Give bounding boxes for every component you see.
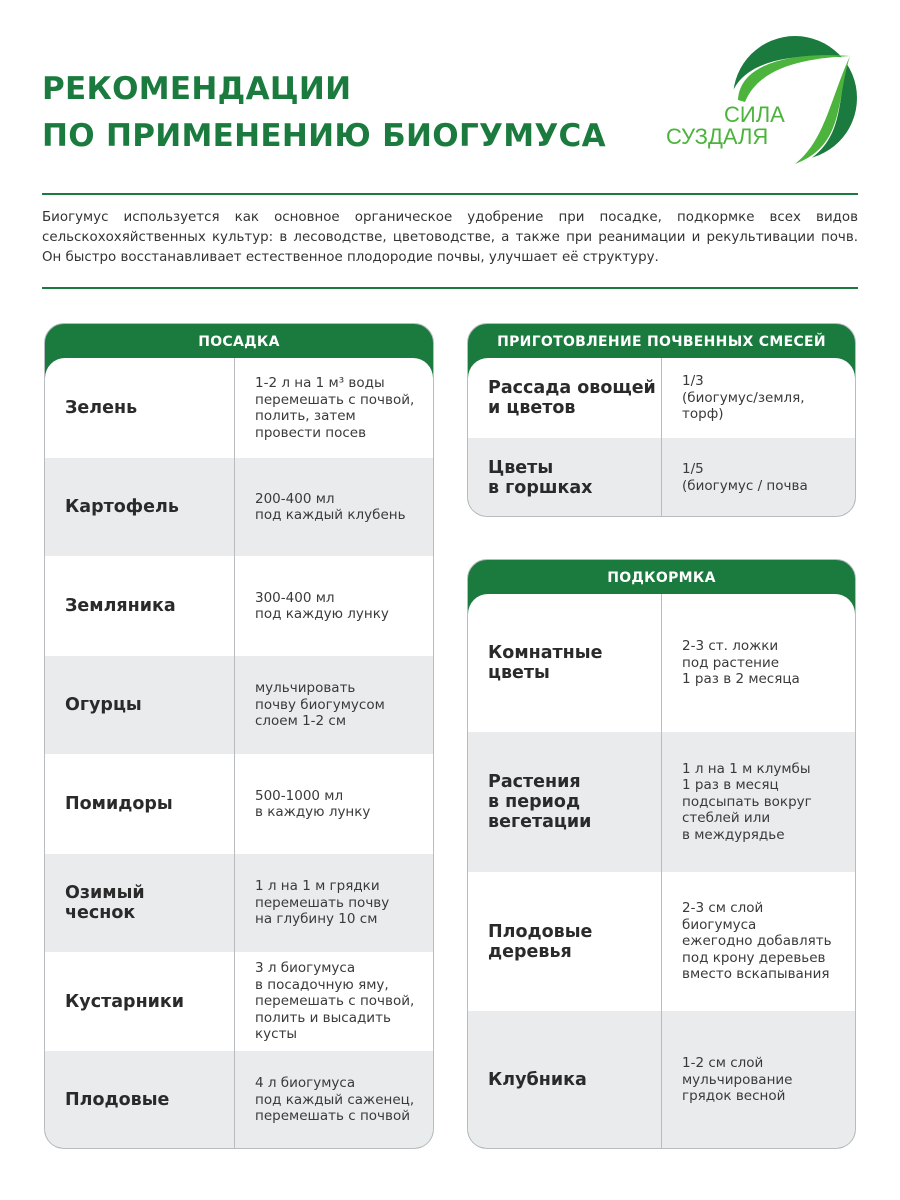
- planting-card-title: ПОСАДКА: [198, 334, 280, 350]
- crop-name: Цветы в горшках: [488, 457, 593, 498]
- title-line-1: РЕКОМЕНДАЦИИ: [42, 71, 352, 107]
- planting-table: Зелень 1-2 л на 1 м³ воды перемешать с по…: [45, 358, 433, 1148]
- svg-text:СУЗДАЛЯ: СУЗДАЛЯ: [666, 124, 768, 149]
- table-row: Растения в период вегетации 1 л на 1 м кл…: [468, 732, 855, 872]
- table-row: Земляника 300-400 мл под каждую лунку: [45, 556, 433, 656]
- crop-name: Озимый чеснок: [65, 883, 145, 923]
- crop-name: Картофель: [65, 497, 179, 517]
- table-row: Клубника 1-2 см слой мульчирование грядок…: [468, 1011, 855, 1148]
- crop-name: Рассада овощей и цветов: [488, 378, 656, 418]
- application-rate: 2-3 см слой биогумуса ежегодно добавлять…: [661, 872, 855, 1011]
- crop-name: Плодовые деревья: [488, 921, 593, 962]
- application-rate: 1/3 (биогумус/земля, торф): [661, 358, 855, 438]
- application-rate: 1-2 л на 1 м³ воды перемешать с почвой, …: [234, 358, 433, 458]
- application-rate: 300-400 мл под каждую лунку: [234, 556, 433, 656]
- divider-top: [42, 193, 858, 195]
- svg-text:СИЛА: СИЛА: [724, 102, 785, 127]
- table-row: Озимый чеснок 1 л на 1 м грядки перемешат…: [45, 854, 433, 952]
- intro-text: Биогумус используется как основное орган…: [42, 210, 858, 265]
- table-row: Плодовые деревья 2-3 см слой биогумуса еж…: [468, 872, 855, 1011]
- page-title: РЕКОМЕНДАЦИИ ПО ПРИМЕНЕНИЮ БИОГУМУСА: [42, 66, 606, 160]
- table-row: Комнатные цветы 2-3 ст. ложки под растени…: [468, 594, 855, 732]
- crop-name: Зелень: [65, 398, 138, 418]
- table-row: Помидоры 500-1000 мл в каждую лунку: [45, 754, 433, 854]
- table-row: Цветы в горшках 1/5 (биогумус / почва: [468, 438, 855, 516]
- application-rate: 500-1000 мл в каждую лунку: [234, 754, 433, 854]
- application-rate: 200-400 мл под каждый клубень: [234, 458, 433, 556]
- title-line-2: ПО ПРИМЕНЕНИЮ БИОГУМУСА: [42, 118, 606, 154]
- application-rate: 1 л на 1 м клумбы 1 раз в месяц подсыпат…: [661, 732, 855, 872]
- table-row: Плодовые 4 л биогумуса под каждый саженец…: [45, 1051, 433, 1148]
- table-row: Кустарники 3 л биогумуса в посадочную яму…: [45, 952, 433, 1051]
- divider-bottom: [42, 287, 858, 289]
- application-rate: 4 л биогумуса под каждый саженец, переме…: [234, 1051, 433, 1148]
- crop-name: Плодовые: [65, 1090, 170, 1110]
- application-rate: 1/5 (биогумус / почва: [661, 438, 855, 516]
- feeding-card-title: ПОДКОРМКА: [607, 570, 716, 586]
- feeding-card: ПОДКОРМКА Комнатные цветы 2-3 ст. ложки п…: [467, 559, 856, 1149]
- application-rate: 2-3 ст. ложки под растение 1 раз в 2 мес…: [661, 594, 855, 732]
- table-row: Зелень 1-2 л на 1 м³ воды перемешать с по…: [45, 358, 433, 458]
- application-rate: 1-2 см слой мульчирование грядок весной: [661, 1011, 855, 1148]
- crop-name: Клубника: [488, 1070, 587, 1090]
- table-row: Огурцы мульчировать почву биогумусом слое…: [45, 656, 433, 754]
- mixes-table: Рассада овощей и цветов 1/3 (биогумус/зем…: [468, 358, 855, 516]
- sila-suzdalya-logo: СИЛА СУЗДАЛЯ: [666, 36, 857, 166]
- crop-name: Земляника: [65, 596, 176, 616]
- crop-name: Помидоры: [65, 794, 173, 814]
- mixes-card: ПРИГОТОВЛЕНИЕ ПОЧВЕННЫХ СМЕСЕЙ Рассада о…: [467, 323, 856, 517]
- planting-card: ПОСАДКА Зелень 1-2 л на 1 м³ воды перемеш…: [44, 323, 434, 1149]
- crop-name: Кустарники: [65, 991, 185, 1012]
- crop-name: Огурцы: [65, 695, 142, 715]
- application-rate: 1 л на 1 м грядки перемешать почву на гл…: [234, 854, 433, 952]
- application-rate: 3 л биогумуса в посадочную яму, перемеша…: [234, 952, 433, 1051]
- table-row: Картофель 200-400 мл под каждый клубень: [45, 458, 433, 556]
- mixes-card-title: ПРИГОТОВЛЕНИЕ ПОЧВЕННЫХ СМЕСЕЙ: [497, 334, 826, 350]
- application-rate: мульчировать почву биогумусом слоем 1-2 …: [234, 656, 433, 754]
- feeding-table: Комнатные цветы 2-3 ст. ложки под растени…: [468, 594, 855, 1148]
- crop-name: Комнатные цветы: [488, 643, 603, 683]
- crop-name: Растения в период вегетации: [488, 772, 592, 832]
- table-row: Рассада овощей и цветов 1/3 (биогумус/зем…: [468, 358, 855, 438]
